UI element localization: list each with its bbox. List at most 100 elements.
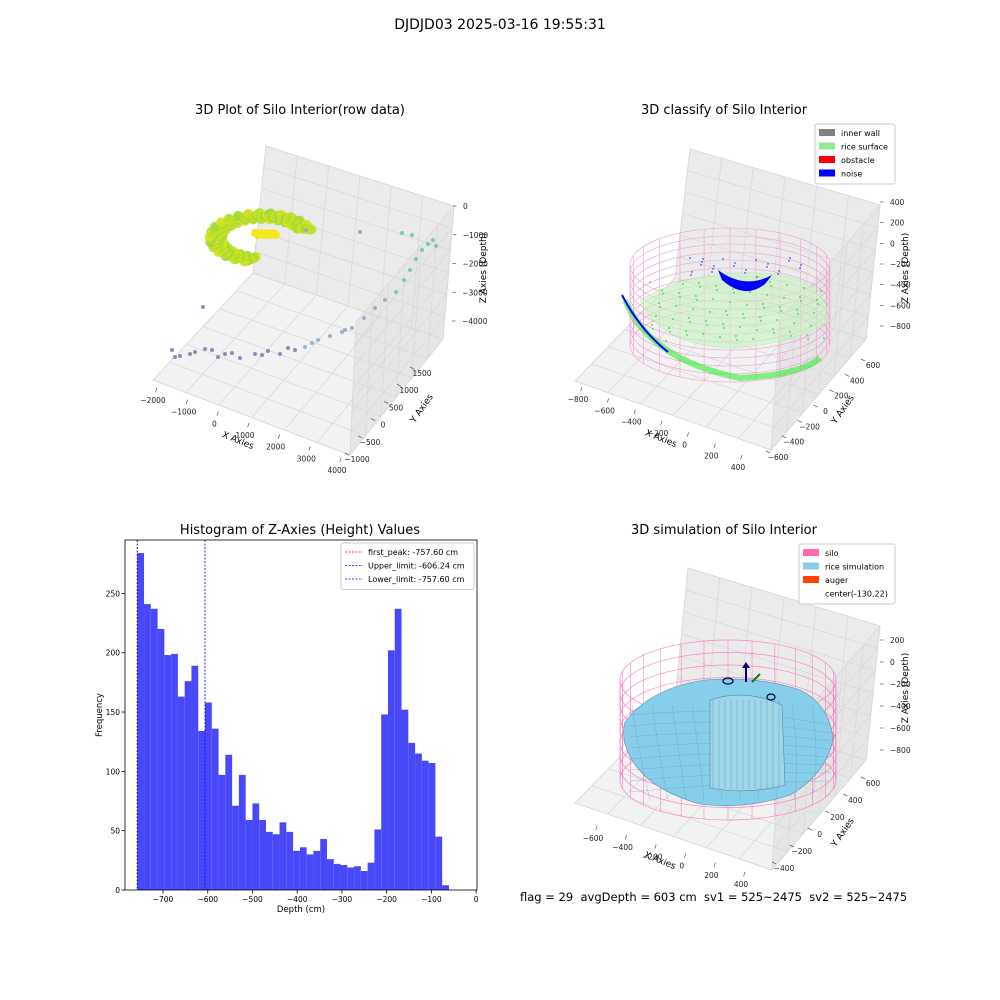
y-axis-tick xyxy=(797,420,803,423)
rice-surface-point xyxy=(769,281,771,283)
y-axis-tick-label: −1000 xyxy=(344,455,370,464)
legend-swatch xyxy=(819,169,835,177)
rice-surface-point xyxy=(789,331,791,333)
legend-entry: first_peak: -757.60 cm xyxy=(368,548,458,557)
rice-surface-point xyxy=(689,321,691,323)
noise-point xyxy=(789,257,791,259)
raw-point xyxy=(178,354,182,358)
raw-point xyxy=(293,348,297,352)
x-tick-label: 0 xyxy=(474,895,479,904)
raw-point xyxy=(272,231,280,239)
y-tick-label: 50 xyxy=(110,827,120,836)
rice-surface-point xyxy=(810,325,812,327)
y-axis-tick xyxy=(829,389,834,393)
z-axis-tick-label: 0 xyxy=(890,658,895,667)
rice-surface-point xyxy=(706,324,708,326)
x-axis-tick-label: 2000 xyxy=(266,443,285,452)
y-gridline xyxy=(152,321,357,456)
noise-point xyxy=(767,263,769,265)
raw-point xyxy=(286,346,290,350)
x-axis-tick xyxy=(624,835,627,840)
rice-mesh-line xyxy=(811,704,817,801)
rice-surface-point xyxy=(790,335,792,337)
rice-surface-point xyxy=(773,332,775,334)
rice-surface-point xyxy=(725,310,727,312)
raw-point xyxy=(434,244,438,248)
x-gridline xyxy=(770,204,881,451)
rice-column xyxy=(709,694,786,792)
y-axis-tick-label: 1500 xyxy=(412,369,431,378)
y-axis-tick xyxy=(789,844,795,848)
y-tick-label: 150 xyxy=(106,708,121,717)
y-axis-tick-label: 0 xyxy=(817,830,822,839)
z-gridline xyxy=(689,148,881,321)
z-axis-tick-label: 200 xyxy=(890,636,905,645)
x-axis-label: Depth (cm) xyxy=(277,905,325,915)
rice-surface-region xyxy=(639,272,829,349)
legend-entry: noise xyxy=(841,170,862,179)
noise-point xyxy=(755,259,757,261)
y-axis-tick xyxy=(344,452,350,456)
y-axis-tick xyxy=(845,374,850,377)
histogram-bar xyxy=(198,731,206,890)
raw-point xyxy=(210,348,214,352)
rice-surface-point xyxy=(655,315,657,317)
auger-marker xyxy=(722,677,734,685)
rice-mesh-line xyxy=(671,704,687,801)
histogram-bar xyxy=(218,774,226,890)
legend-entry: Upper_limit: -606.24 cm xyxy=(368,562,465,571)
raw-point xyxy=(358,230,362,234)
legend-entry: center(-130,22) xyxy=(825,590,888,599)
rice-surface-point xyxy=(760,320,762,322)
histogram-bar xyxy=(347,867,355,890)
raw-point xyxy=(193,350,197,354)
rice-surface-point xyxy=(799,296,801,298)
status-footer: flag = 29 avgDepth = 603 cm sv1 = 525~24… xyxy=(520,890,908,904)
y-axis-label: Frequency xyxy=(95,693,105,737)
rice-surface-point xyxy=(729,301,731,303)
raw-point xyxy=(394,290,398,294)
x-axis-tick xyxy=(654,844,657,849)
y-axis-tick-label: 400 xyxy=(848,796,863,805)
x-axis-tick xyxy=(580,386,583,392)
rice-mesh-line xyxy=(631,704,651,801)
raw-point xyxy=(414,257,418,261)
noise-point xyxy=(690,274,692,276)
rice-surface-point xyxy=(716,289,718,291)
x-axis-tick xyxy=(633,409,636,414)
histogram-bar xyxy=(442,885,449,890)
x-axis-tick-label: 4000 xyxy=(327,466,346,475)
center-arrow-head xyxy=(742,662,750,668)
histogram-bar xyxy=(211,728,219,890)
rice-surface-point xyxy=(820,290,822,292)
histogram-bar xyxy=(421,760,429,890)
rice-surface-point xyxy=(793,322,795,324)
rice-surface-point xyxy=(783,297,785,299)
y-axis-tick-label: 600 xyxy=(866,361,881,370)
noise-arc xyxy=(621,294,669,353)
raw-point xyxy=(402,278,406,282)
rice-surface-point xyxy=(772,328,774,330)
raw-point xyxy=(303,345,307,349)
z-axis-tick-label: −400 xyxy=(890,702,911,711)
legend-entry: rice simulation xyxy=(825,563,884,572)
z-axis-tick-label: −400 xyxy=(890,281,911,290)
rice-surface-point xyxy=(786,284,788,286)
raw-point xyxy=(216,217,227,228)
histogram-bar xyxy=(238,774,246,890)
x-tick-label: −600 xyxy=(197,895,218,904)
rice-surface-point xyxy=(679,296,681,298)
x-tick-label: −500 xyxy=(242,895,263,904)
histogram-bar xyxy=(144,604,151,890)
rice-surface-point xyxy=(735,335,737,337)
y-axis-tick-label: 200 xyxy=(830,813,845,822)
rice-surface-point xyxy=(682,283,684,285)
histogram-bar xyxy=(266,831,273,890)
rice-surface-point xyxy=(817,303,819,305)
raw-point xyxy=(216,355,220,359)
histogram-bar xyxy=(293,850,300,890)
z-axis-tick-label: −3000 xyxy=(462,288,488,297)
raw-point xyxy=(431,238,435,242)
x-axis-tick-label: 200 xyxy=(704,452,719,461)
raw-point xyxy=(343,328,347,332)
